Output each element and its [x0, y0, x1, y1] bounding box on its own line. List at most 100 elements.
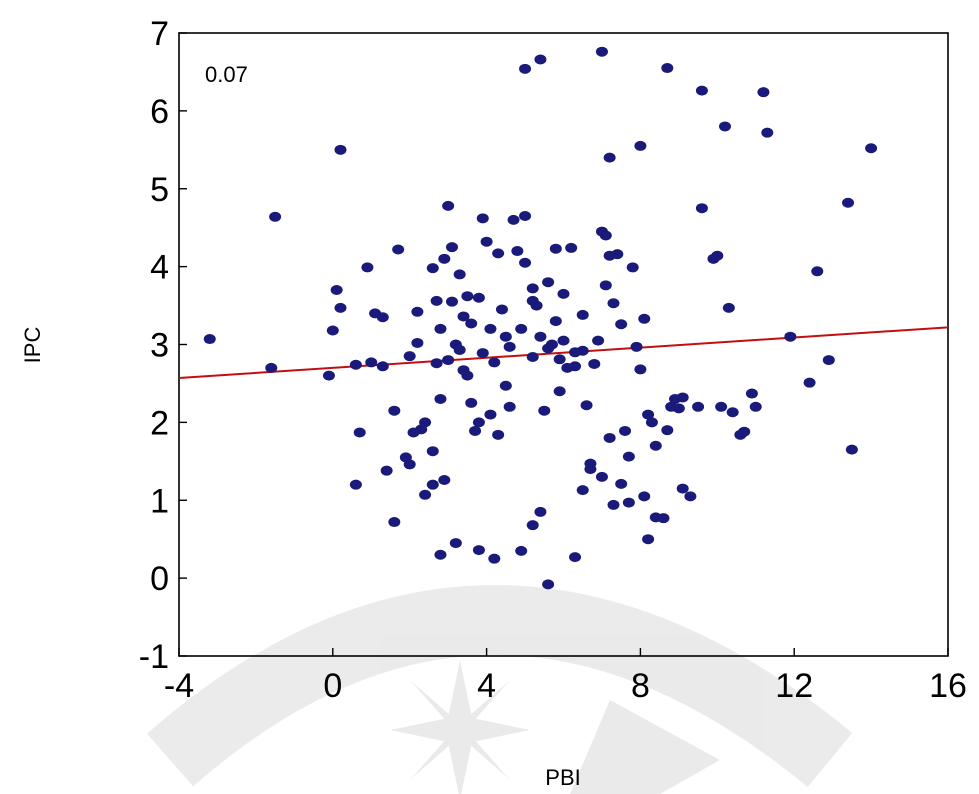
- data-point: [511, 246, 524, 257]
- data-point: [426, 479, 439, 490]
- data-point: [642, 409, 655, 420]
- data-point: [661, 425, 674, 436]
- data-point: [634, 140, 647, 151]
- data-point: [515, 545, 528, 556]
- data-point: [695, 203, 708, 214]
- y-tick-label: 1: [150, 482, 169, 520]
- data-point: [484, 323, 497, 334]
- data-point: [569, 361, 582, 372]
- data-point: [461, 291, 474, 302]
- data-point: [388, 405, 401, 416]
- correlation-label: 0.07: [205, 62, 248, 87]
- data-point: [472, 545, 485, 556]
- y-tick-label: 6: [150, 93, 169, 131]
- data-point: [576, 309, 589, 320]
- y-tick-label: -1: [139, 638, 169, 676]
- data-point: [426, 446, 439, 457]
- x-tick-label: -4: [164, 667, 194, 705]
- data-point: [657, 513, 670, 524]
- data-point: [722, 302, 735, 313]
- x-tick-label: 4: [477, 667, 496, 705]
- data-point: [542, 579, 555, 590]
- data-point: [615, 319, 628, 330]
- data-point: [322, 370, 335, 381]
- data-point: [676, 392, 689, 403]
- data-point: [465, 318, 478, 329]
- data-point: [526, 351, 539, 362]
- data-point: [603, 152, 616, 163]
- data-point: [692, 401, 705, 412]
- data-point: [434, 394, 447, 405]
- data-point: [684, 491, 697, 502]
- data-point: [534, 331, 547, 342]
- data-points: [203, 46, 878, 590]
- data-point: [738, 426, 751, 437]
- data-point: [576, 485, 589, 496]
- data-point: [599, 280, 612, 291]
- data-point: [695, 85, 708, 96]
- data-point: [519, 257, 532, 268]
- data-point: [334, 302, 347, 313]
- data-point: [515, 323, 528, 334]
- data-point: [622, 497, 635, 508]
- x-tick-label: 16: [929, 667, 967, 705]
- data-point: [630, 341, 643, 352]
- data-point: [445, 296, 458, 307]
- data-point: [615, 478, 628, 489]
- data-point: [411, 337, 424, 348]
- data-point: [469, 425, 482, 436]
- data-point: [426, 263, 439, 274]
- data-point: [430, 358, 443, 369]
- data-point: [380, 465, 393, 476]
- data-point: [438, 475, 451, 486]
- university-seal-watermark: [146, 585, 853, 794]
- data-point: [445, 242, 458, 253]
- data-point: [349, 359, 362, 370]
- data-point: [553, 354, 566, 365]
- data-point: [526, 283, 539, 294]
- data-point: [845, 444, 858, 455]
- x-axis: -4 0 4 8 12 16: [164, 648, 967, 705]
- data-point: [622, 451, 635, 462]
- data-point: [495, 304, 508, 315]
- data-point: [484, 409, 497, 420]
- data-point: [499, 380, 512, 391]
- fit-line: [178, 326, 949, 379]
- data-point: [576, 345, 589, 356]
- x-tick-label: 12: [775, 667, 813, 705]
- data-point: [269, 211, 282, 222]
- data-point: [715, 401, 728, 412]
- data-point: [480, 236, 493, 247]
- seal-arc: [146, 585, 853, 788]
- data-point: [822, 355, 835, 366]
- data-point: [419, 489, 432, 500]
- data-point: [407, 427, 420, 438]
- data-point: [388, 517, 401, 528]
- data-point: [638, 313, 651, 324]
- data-point: [519, 63, 532, 74]
- data-point: [607, 298, 620, 309]
- data-point: [203, 334, 216, 345]
- data-point: [538, 405, 551, 416]
- data-point: [499, 331, 512, 342]
- data-point: [542, 277, 555, 288]
- data-point: [580, 400, 593, 411]
- data-point: [492, 248, 505, 259]
- data-point: [811, 266, 824, 277]
- y-tick-label: 3: [150, 327, 169, 365]
- data-point: [626, 262, 639, 273]
- data-point: [457, 311, 470, 322]
- data-point: [334, 144, 347, 155]
- data-point: [595, 46, 608, 57]
- data-point: [265, 362, 278, 373]
- data-point: [549, 316, 562, 327]
- data-point: [476, 348, 489, 359]
- data-point: [411, 306, 424, 317]
- data-point: [449, 538, 462, 549]
- data-point: [349, 479, 362, 490]
- data-point: [676, 483, 689, 494]
- data-point: [453, 269, 466, 280]
- data-point: [403, 351, 416, 362]
- data-point: [392, 244, 405, 255]
